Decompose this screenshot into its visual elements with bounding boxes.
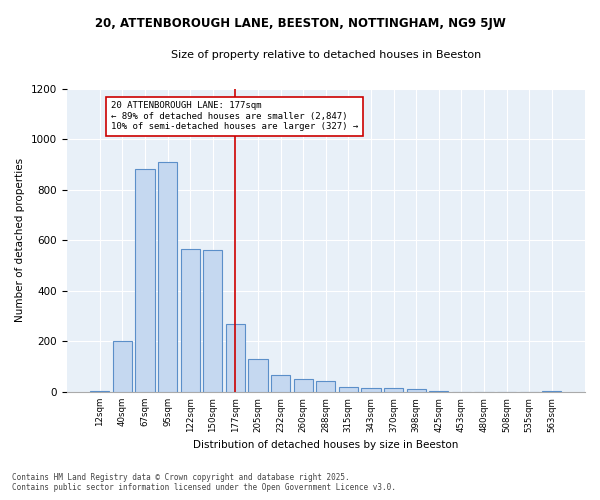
Bar bbox=[248, 359, 268, 392]
Bar bbox=[271, 376, 290, 392]
Text: 20, ATTENBOROUGH LANE, BEESTON, NOTTINGHAM, NG9 5JW: 20, ATTENBOROUGH LANE, BEESTON, NOTTINGH… bbox=[95, 18, 505, 30]
Bar bbox=[361, 388, 380, 392]
Bar bbox=[90, 390, 109, 392]
Bar bbox=[226, 324, 245, 392]
Bar bbox=[293, 380, 313, 392]
Bar bbox=[384, 388, 403, 392]
Bar bbox=[316, 380, 335, 392]
Title: Size of property relative to detached houses in Beeston: Size of property relative to detached ho… bbox=[170, 50, 481, 60]
X-axis label: Distribution of detached houses by size in Beeston: Distribution of detached houses by size … bbox=[193, 440, 458, 450]
Y-axis label: Number of detached properties: Number of detached properties bbox=[15, 158, 25, 322]
Bar bbox=[113, 342, 132, 392]
Text: 20 ATTENBOROUGH LANE: 177sqm
← 89% of detached houses are smaller (2,847)
10% of: 20 ATTENBOROUGH LANE: 177sqm ← 89% of de… bbox=[111, 101, 358, 131]
Bar bbox=[429, 391, 448, 392]
Bar bbox=[158, 162, 177, 392]
Text: Contains HM Land Registry data © Crown copyright and database right 2025.
Contai: Contains HM Land Registry data © Crown c… bbox=[12, 473, 396, 492]
Bar bbox=[339, 387, 358, 392]
Bar bbox=[407, 390, 426, 392]
Bar bbox=[203, 250, 223, 392]
Bar bbox=[542, 391, 562, 392]
Bar bbox=[181, 249, 200, 392]
Bar bbox=[136, 170, 155, 392]
